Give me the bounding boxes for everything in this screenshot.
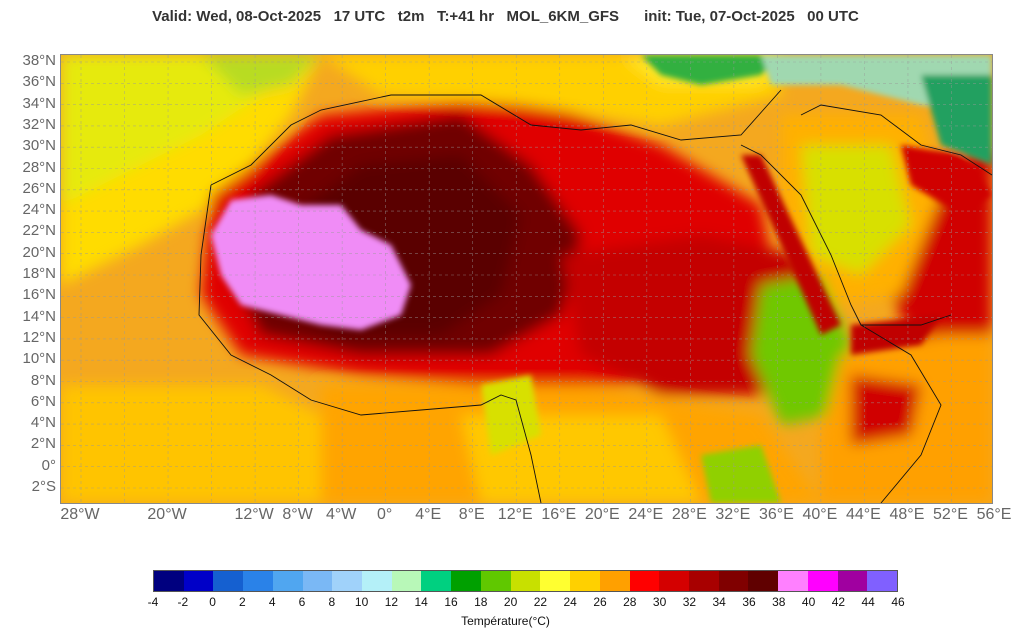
- latitude-label: 26°N: [22, 179, 56, 197]
- colorbar-swatch: [867, 571, 897, 591]
- temperature-map[interactable]: [60, 54, 993, 504]
- temperature-field: [61, 55, 992, 503]
- longitude-label: 8°W: [282, 506, 313, 523]
- colorbar-swatch: [362, 571, 392, 591]
- colorbar-tick-label: 24: [563, 595, 577, 609]
- colorbar-swatch: [302, 571, 333, 591]
- colorbar-swatch: [510, 571, 541, 591]
- colorbar-tick-label: 28: [623, 595, 637, 609]
- longitude-label: 0°: [377, 506, 393, 523]
- colorbar-tick-label: 26: [593, 595, 607, 609]
- longitude-label: 4°W: [325, 506, 357, 523]
- colorbar-swatch: [451, 571, 481, 591]
- colorbar-swatch: [807, 571, 838, 591]
- latitude-label: 12°N: [22, 328, 56, 346]
- colorbar-swatch: [718, 571, 749, 591]
- longitude-label: 40°E: [802, 506, 838, 523]
- colorbar-tick-label: 44: [861, 595, 875, 609]
- latitude-label: 34°N: [22, 94, 56, 112]
- colorbar-tick-label: 4: [268, 595, 276, 609]
- colorbar-tick-label: 10: [354, 595, 369, 609]
- longitude-label: 28°W: [60, 506, 100, 523]
- colorbar-swatch: [480, 571, 511, 591]
- colorbar-swatch: [332, 571, 363, 591]
- longitude-label: 36°E: [758, 506, 794, 523]
- colorbar-swatch: [570, 571, 600, 591]
- colorbar-swatch: [421, 571, 452, 591]
- latitude-label: 2°S: [31, 478, 56, 495]
- colorbar-tick-label: 30: [652, 595, 667, 609]
- colorbar-swatch: [183, 571, 214, 591]
- colorbar-tick-label: 20: [503, 595, 518, 609]
- map-title: Valid: Wed, 08-Oct-2025 17 UTC t2m T:+41…: [152, 8, 859, 25]
- colorbar-tick-label: 6: [298, 595, 306, 609]
- latitude-label: 14°N: [22, 307, 56, 325]
- latitude-label: 22°N: [22, 222, 56, 240]
- latitude-label: 38°N: [22, 52, 56, 69]
- longitude-label: 8°E: [458, 506, 485, 523]
- colorbar-swatch: [659, 571, 689, 591]
- latitude-label: 4°N: [30, 414, 56, 432]
- latitude-label: 24°N: [22, 201, 56, 219]
- colorbar-swatch: [629, 571, 660, 591]
- colorbar-swatch: [837, 571, 868, 591]
- longitude-label: 56°E: [976, 506, 1011, 523]
- longitude-label: 20°E: [584, 506, 620, 523]
- longitude-label: 12°W: [234, 506, 274, 523]
- colorbar-tick-label: -4: [147, 595, 159, 609]
- colorbar-tick-label: 22: [533, 595, 548, 609]
- colorbar-swatch: [688, 571, 719, 591]
- colorbar-tick-label: 8: [328, 595, 336, 609]
- longitude-label: 24°E: [628, 506, 664, 523]
- longitude-label: 32°E: [715, 506, 751, 523]
- colorbar-swatch: [243, 571, 273, 591]
- colorbar-tick-label: 36: [742, 595, 756, 609]
- colorbar-tick-label: 38: [772, 595, 786, 609]
- colorbar-tick-label: 18: [474, 595, 488, 609]
- latitude-label: 6°N: [30, 392, 56, 410]
- latitude-label: 28°N: [22, 158, 56, 176]
- latitude-label: 36°N: [22, 73, 56, 91]
- latitude-label: 20°N: [22, 243, 56, 261]
- colorbar-tick-label: 34: [712, 595, 726, 609]
- colorbar-swatch: [272, 571, 303, 591]
- longitude-label: 12°E: [497, 506, 533, 523]
- colorbar-swatch: [599, 571, 630, 591]
- colorbar-swatch: [213, 571, 244, 591]
- colorbar-tick-label: 32: [682, 595, 697, 609]
- colorbar-label: Température(°C): [461, 614, 550, 628]
- latitude-label: 2°N: [30, 435, 56, 453]
- colorbar-swatch: [391, 571, 422, 591]
- latitude-label: 18°N: [22, 265, 56, 282]
- colorbar-tick-label: 42: [831, 595, 846, 609]
- longitude-label: 28°E: [671, 506, 707, 523]
- longitude-label: 44°E: [845, 506, 881, 523]
- longitude-label: 16°E: [541, 506, 577, 523]
- latitude-label: 32°N: [22, 115, 56, 133]
- colorbar-tick-label: 0: [209, 595, 216, 609]
- longitude-label: 20°W: [147, 506, 187, 523]
- longitude-label: 52°E: [933, 506, 968, 523]
- latitude-label: 8°N: [30, 371, 56, 389]
- longitude-label: 4°E: [415, 506, 442, 523]
- latitude-label: 30°N: [22, 137, 56, 155]
- colorbar-tick-label: 16: [444, 595, 458, 609]
- latitude-label: 0°: [41, 456, 56, 474]
- colorbar-swatch: [778, 571, 808, 591]
- colorbar-tick-label: 14: [414, 595, 428, 609]
- colorbar-swatch: [154, 571, 184, 591]
- colorbar-swatch: [748, 571, 779, 591]
- colorbar-tick-label: 12: [384, 595, 399, 609]
- longitude-label: 48°E: [889, 506, 925, 523]
- colorbar-tick-label: 40: [801, 595, 816, 609]
- colorbar-tick-label: -2: [177, 595, 189, 609]
- colorbar-swatch: [540, 571, 571, 591]
- colorbar-tick-label: 46: [891, 595, 905, 609]
- colorbar: [153, 570, 898, 592]
- colorbar-tick-label: 2: [239, 595, 246, 609]
- latitude-label: 10°N: [22, 350, 56, 368]
- latitude-label: 16°N: [22, 286, 56, 304]
